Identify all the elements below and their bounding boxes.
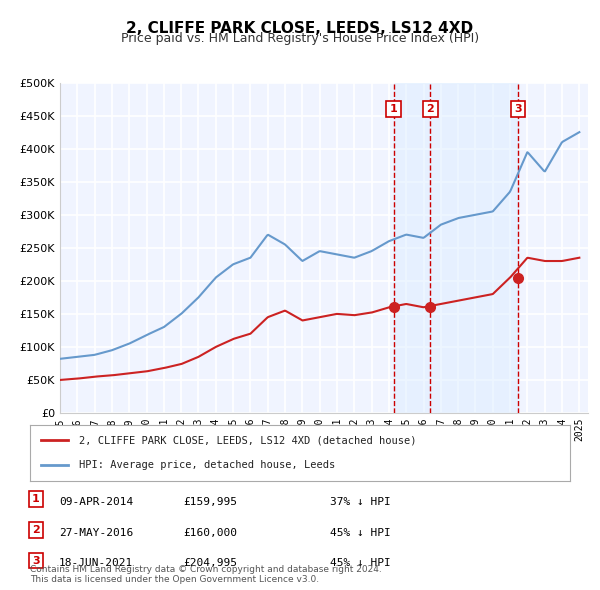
Text: £160,000: £160,000	[183, 528, 237, 537]
Text: 2, CLIFFE PARK CLOSE, LEEDS, LS12 4XD (detached house): 2, CLIFFE PARK CLOSE, LEEDS, LS12 4XD (d…	[79, 435, 416, 445]
Text: 1: 1	[390, 104, 397, 114]
Text: 2: 2	[427, 104, 434, 114]
Text: 09-APR-2014: 09-APR-2014	[59, 497, 133, 507]
Text: 3: 3	[32, 556, 40, 565]
Text: £159,995: £159,995	[183, 497, 237, 507]
Text: 2, CLIFFE PARK CLOSE, LEEDS, LS12 4XD: 2, CLIFFE PARK CLOSE, LEEDS, LS12 4XD	[127, 21, 473, 35]
Text: 1: 1	[32, 494, 40, 504]
Text: 27-MAY-2016: 27-MAY-2016	[59, 528, 133, 537]
Text: £204,995: £204,995	[183, 559, 237, 568]
Text: Contains HM Land Registry data © Crown copyright and database right 2024.
This d: Contains HM Land Registry data © Crown c…	[30, 565, 382, 584]
Bar	[394, 83, 518, 413]
Text: 45% ↓ HPI: 45% ↓ HPI	[330, 559, 391, 568]
Text: HPI: Average price, detached house, Leeds: HPI: Average price, detached house, Leed…	[79, 460, 335, 470]
Text: 45% ↓ HPI: 45% ↓ HPI	[330, 528, 391, 537]
Text: Price paid vs. HM Land Registry's House Price Index (HPI): Price paid vs. HM Land Registry's House …	[121, 32, 479, 45]
Text: 2: 2	[32, 525, 40, 535]
Text: 3: 3	[514, 104, 522, 114]
Text: 37% ↓ HPI: 37% ↓ HPI	[330, 497, 391, 507]
Text: 18-JUN-2021: 18-JUN-2021	[59, 559, 133, 568]
